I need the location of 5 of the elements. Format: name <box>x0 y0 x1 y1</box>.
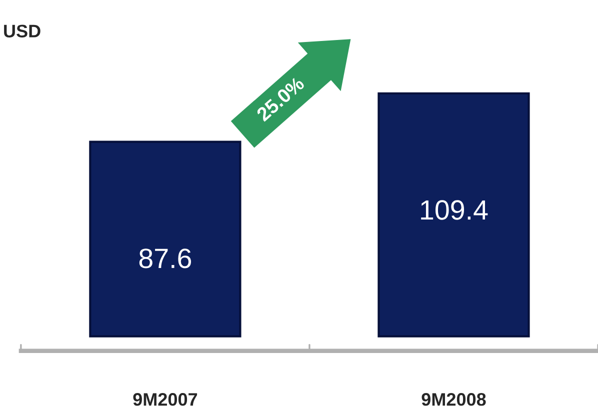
x-tick-label: 9M2008 <box>422 393 486 406</box>
x-tick-label: 9M2007 <box>133 393 198 406</box>
y-axis-title: USD <box>4 24 40 38</box>
data-label: 87.6 <box>139 248 192 268</box>
data-label: 109.4 <box>421 200 488 220</box>
